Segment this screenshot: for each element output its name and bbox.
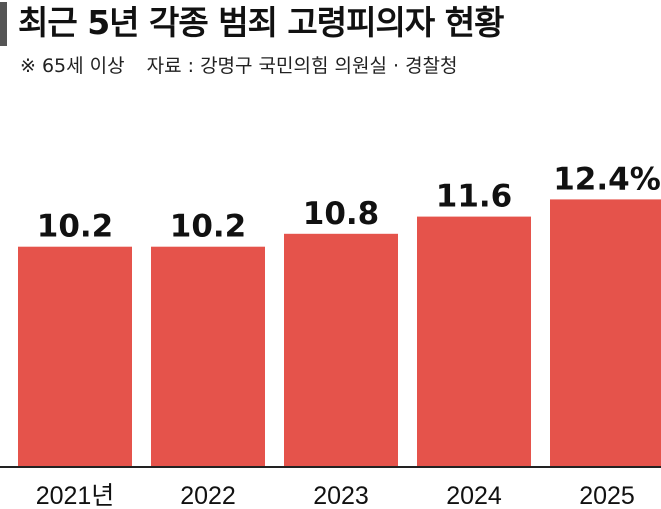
value-label-5: 12.4% — [553, 161, 661, 197]
category-labels-group: 2021년 2022 2023 2024 2025 — [36, 482, 635, 509]
chart-subtitle: ※ 65세 이상 자료 : 강명구 국민의힘 의원실 · 경찰청 — [20, 53, 458, 79]
age-note: ※ 65세 이상 — [20, 55, 125, 77]
bar-2 — [151, 246, 265, 466]
bar-3 — [284, 233, 398, 466]
category-label-4: 2024 — [446, 482, 502, 509]
value-label-3: 10.8 — [303, 196, 380, 232]
bar-5 — [550, 199, 661, 466]
category-label-1: 2021년 — [36, 482, 115, 509]
category-label-5: 2025 — [579, 482, 635, 509]
title-accent-bar — [0, 2, 7, 46]
value-label-1: 10.2 — [37, 209, 114, 245]
bar-4 — [417, 216, 531, 466]
value-label-4: 11.6 — [436, 179, 513, 215]
chart-title: 최근 5년 각종 범죄 고령피의자 현황 — [18, 3, 504, 42]
category-label-3: 2023 — [313, 482, 369, 509]
category-label-2: 2022 — [180, 482, 236, 509]
bars-group — [18, 199, 661, 466]
bar-1 — [18, 246, 132, 466]
value-labels-group: 10.2 10.2 10.8 11.6 12.4% — [37, 161, 661, 244]
source-note: 자료 : 강명구 국민의힘 의원실 · 경찰청 — [146, 55, 458, 77]
value-label-2: 10.2 — [170, 209, 247, 245]
